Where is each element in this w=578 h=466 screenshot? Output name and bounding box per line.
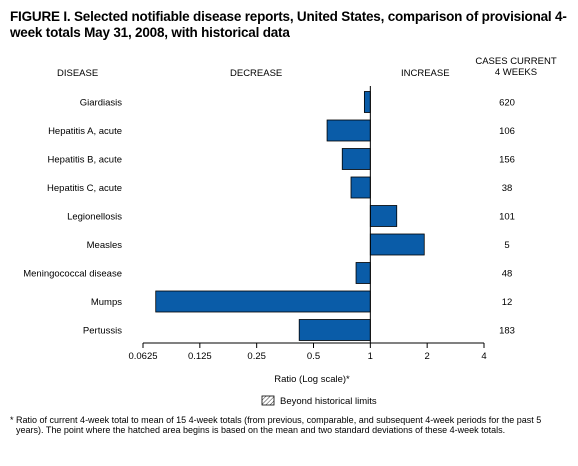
x-axis: 0.0625 0.125 0.25 0.5 1 2 4 <box>128 86 487 362</box>
x-tick-label: 0.25 <box>247 351 266 362</box>
x-tick-label: 0.5 <box>307 351 320 362</box>
decrease-header: DECREASE <box>230 68 283 79</box>
category-label: Measles <box>87 240 123 251</box>
x-tick-label: 0.125 <box>188 351 212 362</box>
category-label: Legionellosis <box>67 212 122 223</box>
category-label: Giardiasis <box>80 98 122 109</box>
bar-3 <box>350 176 371 199</box>
x-tick-label: 0.0625 <box>128 351 157 362</box>
legend: Beyond historical limits <box>261 395 377 407</box>
x-axis-label: Ratio (Log scale)* <box>274 374 350 385</box>
category-label: Mumps <box>91 297 122 308</box>
disease-column-header: DISEASE <box>57 68 99 79</box>
category-label: Pertussis <box>83 326 122 337</box>
case-count: 183 <box>499 326 515 337</box>
figure-title: FIGURE I. Selected notifiable disease re… <box>10 9 567 40</box>
case-count: 620 <box>499 98 515 109</box>
case-count: 156 <box>499 155 515 166</box>
bar-2 <box>341 148 371 170</box>
cases-column-header: CASES CURRENT 4 WEEKS <box>466 56 566 78</box>
category-labels: Giardiasis Hepatitis A, acute Hepatitis B,… <box>23 98 122 337</box>
bar-7 <box>155 290 371 313</box>
case-count: 38 <box>502 183 513 194</box>
case-count: 12 <box>502 297 513 308</box>
footnote-marker: * <box>10 415 14 425</box>
legend-hatch-swatch <box>261 395 275 406</box>
x-tick-label: 1 <box>368 351 373 362</box>
bar-1 <box>326 119 371 142</box>
footnote-text: Ratio of current 4-week total to mean of… <box>16 415 542 435</box>
bar-4 <box>369 205 398 227</box>
bar-8 <box>298 319 371 341</box>
x-tick-label: 4 <box>481 351 486 362</box>
cases-header-line1: CASES CURRENT <box>475 56 557 67</box>
case-count: 48 <box>502 269 513 280</box>
bar-6 <box>355 262 371 284</box>
increase-header: INCREASE <box>401 68 450 79</box>
case-count: 101 <box>499 212 515 223</box>
bar-0 <box>363 91 371 113</box>
case-count-labels: 620 106 156 38 101 5 48 12 183 <box>499 98 515 337</box>
bars-group <box>155 91 425 341</box>
case-count: 106 <box>499 126 515 137</box>
case-count: 5 <box>504 240 509 251</box>
legend-label: Beyond historical limits <box>280 396 377 407</box>
category-label: Hepatitis C, acute <box>47 183 122 194</box>
x-tick-label: 2 <box>425 351 430 362</box>
category-label: Hepatitis A, acute <box>48 126 122 137</box>
bar-5 <box>369 233 425 256</box>
cases-header-line2: 4 WEEKS <box>494 67 538 78</box>
footnote: * Ratio of current 4-week total to mean … <box>10 415 570 435</box>
category-label: Hepatitis B, acute <box>48 155 122 166</box>
category-label: Meningococcal disease <box>23 269 122 280</box>
